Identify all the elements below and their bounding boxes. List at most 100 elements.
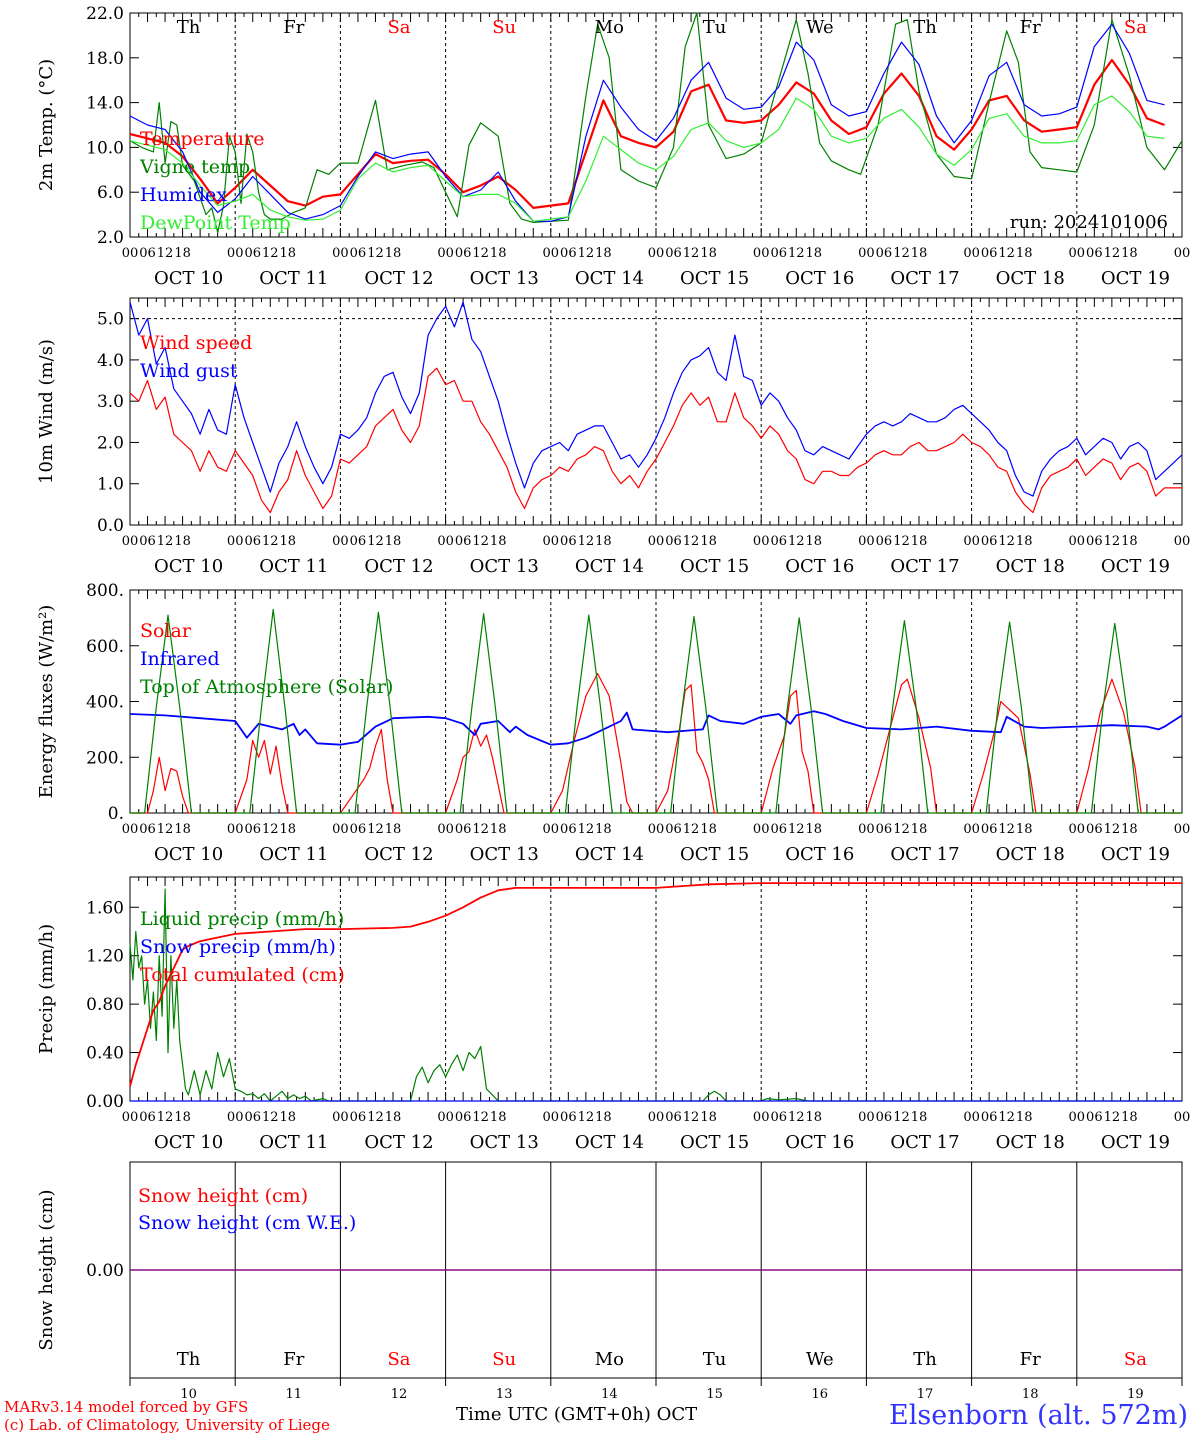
day-number: 17 [917,1387,934,1402]
hour-label: 12 [578,246,595,261]
hour-label: 12 [788,534,805,549]
panel-1: 00 06 12 18 00 06 12 18 00 06 12 18 00 06 12 18 00 06 12 18… [36,4,1190,289]
date-label: OCT 10 [154,268,223,289]
legend-entry: Snow height (cm) [138,1185,308,1207]
day-number: 14 [601,1387,618,1402]
hour-label: 12 [472,822,489,837]
hour-label: 06 [244,246,261,261]
hour-label: 06 [455,534,472,549]
hour-label: 00 [227,822,244,837]
hour-label: 00 [1174,1110,1191,1125]
hour-label: 12 [998,822,1015,837]
weekday-label: Su [492,1349,516,1370]
series-line-dewpoint-temp [129,95,1165,222]
date-label: OCT 12 [364,1132,433,1153]
y-tick-label: 10.0 [86,138,124,158]
plot-frame [129,12,1183,238]
hour-label: 18 [385,246,402,261]
y-tick-label: 18.0 [86,49,124,69]
hour-label: 06 [244,822,261,837]
hour-label: 00 [543,246,560,261]
legend-entry: Total cumulated (cm) [140,964,345,986]
y-tick-label: 14.0 [86,94,124,114]
lab-line: (c) Lab. of Climatology, University of L… [4,1416,330,1434]
hour-label: 18 [1016,534,1033,549]
hour-label: 06 [1086,246,1103,261]
date-label: OCT 14 [575,1132,644,1153]
hour-label: 18 [490,534,507,549]
y-tick-label: 0.00 [86,1261,124,1281]
hour-label: 06 [981,246,998,261]
y-tick-label: 1.0 [97,475,124,495]
hour-label: 00 [437,534,454,549]
hour-label: 00 [858,534,875,549]
day-number: 10 [180,1387,197,1402]
date-label: OCT 13 [470,268,539,289]
hour-label: 18 [806,822,823,837]
hour-label: 12 [683,246,700,261]
hour-label: 18 [806,1110,823,1125]
date-label: OCT 13 [470,556,539,577]
hour-label: 06 [770,246,787,261]
hour-label: 00 [122,246,139,261]
hour-label: 00 [648,534,665,549]
y-tick-label: 200. [86,748,124,768]
series-line-total-cumulated-cm [129,882,1182,1087]
station-name: Elsenborn (alt. 572m) [889,1400,1188,1431]
hour-label: 18 [385,1110,402,1125]
date-label: OCT 18 [996,556,1065,577]
hour-label: 00 [1174,246,1191,261]
hour-label: 06 [876,246,893,261]
hour-label: 12 [262,534,279,549]
hour-label: 06 [560,822,577,837]
hour-label: 00 [437,246,454,261]
legend-entry: Infrared [140,648,220,670]
weekday-label: Fr [283,1349,304,1370]
hour-label: 12 [1104,534,1121,549]
hour-label: 06 [139,1110,156,1125]
date-label: OCT 15 [680,556,749,577]
hour-label: 06 [455,822,472,837]
hour-label: 12 [578,534,595,549]
hour-label: 06 [244,1110,261,1125]
hour-label: 00 [1174,822,1191,837]
y-tick-label: 0. [108,804,124,824]
hour-label: 06 [1086,1110,1103,1125]
date-label: OCT 12 [364,268,433,289]
y-tick-label: 600. [86,637,124,657]
hour-label: 18 [280,1110,297,1125]
hour-label: 12 [262,246,279,261]
day-number: 16 [812,1387,829,1402]
panel-3: 00 06 12 18 00 06 12 18 00 06 12 18 00 06 12 18 00 06 12 18… [36,581,1190,865]
date-label: OCT 18 [996,844,1065,865]
hour-label: 00 [963,822,980,837]
hour-label: 12 [683,1110,700,1125]
weekday-label: Sa [1124,17,1147,38]
weekday-label: We [806,1349,834,1370]
hour-label: 00 [437,1110,454,1125]
hour-label: 12 [788,1110,805,1125]
hour-label: 00 [753,534,770,549]
hour-label: 00 [1069,1110,1086,1125]
y-tick-label: 0.40 [86,1044,124,1064]
hour-label: 06 [350,1110,367,1125]
hour-label: 00 [1174,534,1191,549]
series-line-top-of-atmosphere-solar [130,608,1182,814]
date-label: OCT 11 [259,556,328,577]
hour-label: 00 [227,534,244,549]
hour-label: 12 [788,822,805,837]
date-label: OCT 15 [680,1132,749,1153]
hour-label: 12 [1104,1110,1121,1125]
hour-label: 18 [174,246,191,261]
date-label: OCT 14 [575,268,644,289]
hour-label: 00 [543,822,560,837]
date-label: OCT 17 [890,556,959,577]
date-label: OCT 16 [785,268,854,289]
date-label: OCT 19 [1101,1132,1170,1153]
date-label: OCT 10 [154,844,223,865]
day-number: 12 [391,1387,408,1402]
hour-label: 12 [262,1110,279,1125]
series-line-liquid-precip-mm-h [129,888,1182,1102]
legend-entry: Temperature [140,128,264,150]
